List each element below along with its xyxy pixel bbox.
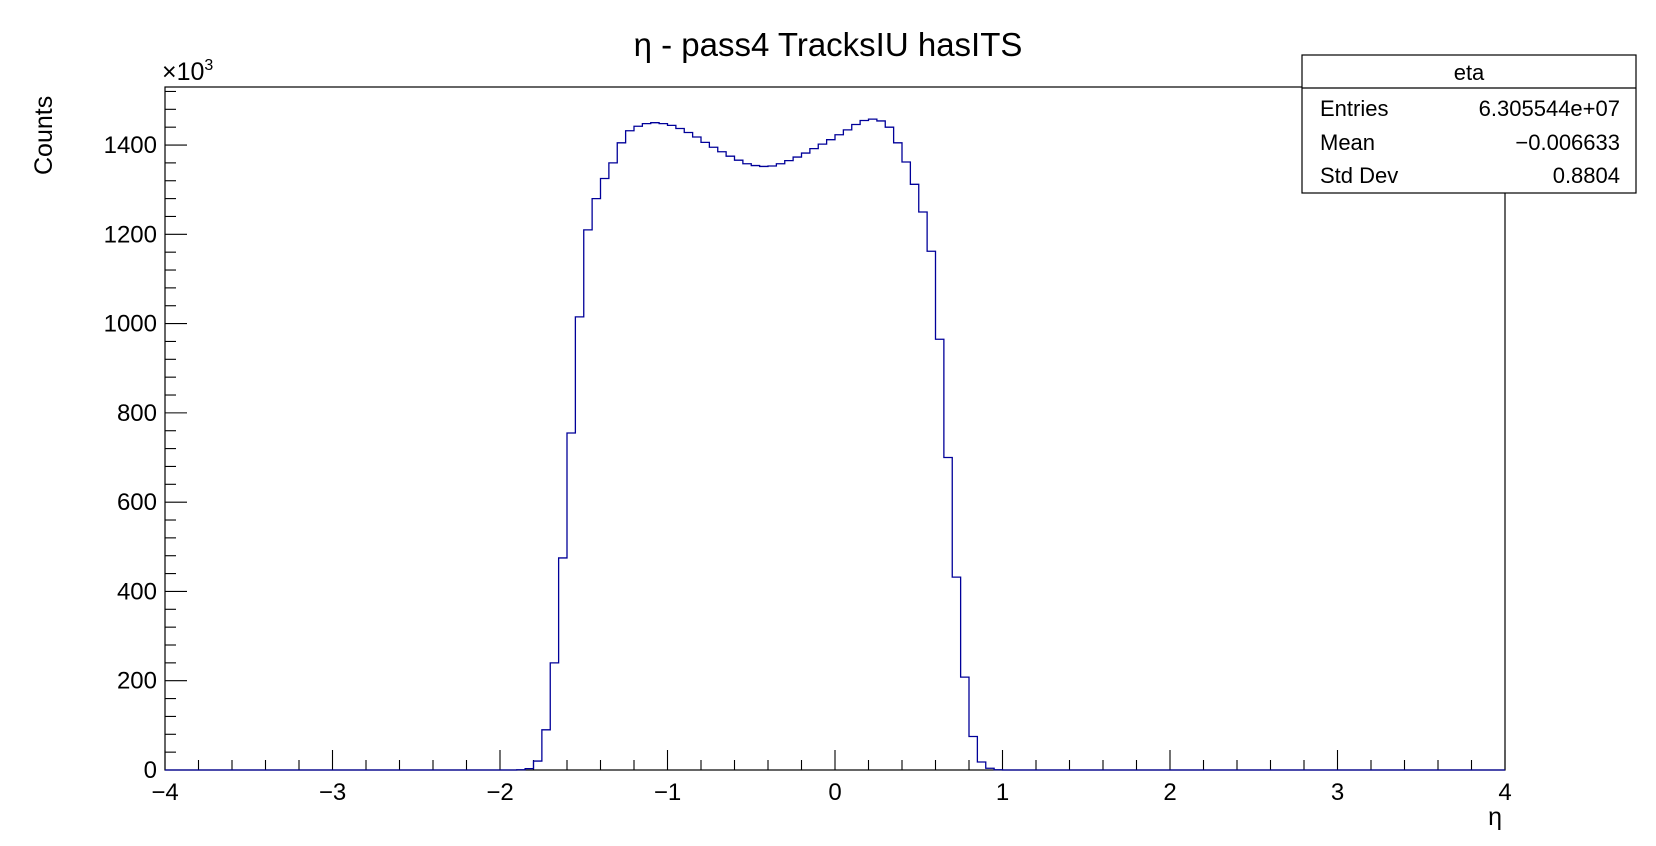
chart-title: η - pass4 TracksIU hasITS xyxy=(634,26,1023,63)
stats-entries-label: Entries xyxy=(1320,96,1388,121)
y-axis-title: Counts xyxy=(30,96,58,175)
y-tick-label: 200 xyxy=(117,668,157,695)
x-tick-label: 0 xyxy=(828,779,841,806)
x-tick-label: −2 xyxy=(486,779,513,806)
x-axis-ticks xyxy=(164,750,1506,770)
y-tick-label: 400 xyxy=(117,578,157,605)
histogram-series-line xyxy=(165,118,1505,771)
x-tick-label: 2 xyxy=(1163,779,1176,806)
stats-box: eta Entries 6.305544e+07 Mean −0.006633 … xyxy=(1301,54,1637,194)
stats-entries-value: 6.305544e+07 xyxy=(1479,96,1620,121)
stats-mean-label: Mean xyxy=(1320,130,1375,155)
y-tick-label: 600 xyxy=(117,489,157,516)
x-tick-label: −3 xyxy=(319,779,346,806)
y-tick-label: 1400 xyxy=(104,132,157,159)
y-axis-tick-labels: 0 200 400 600 800 1000 1200 1400 xyxy=(104,132,157,784)
x-tick-label: 1 xyxy=(996,779,1009,806)
x-tick-label: −1 xyxy=(654,779,681,806)
y-axis-multiplier: ×103 xyxy=(162,57,213,86)
y-tick-label: 1200 xyxy=(104,221,157,248)
stats-box-title: eta xyxy=(1454,60,1485,85)
stats-mean-value: −0.006633 xyxy=(1515,130,1620,155)
y-tick-label: 800 xyxy=(117,400,157,427)
y-tick-label: 0 xyxy=(144,757,157,784)
stats-stddev-value: 0.8804 xyxy=(1553,163,1620,188)
x-axis-tick-labels: −4 −3 −2 −1 0 1 2 3 4 xyxy=(151,779,1511,806)
x-axis-title: η xyxy=(1488,803,1502,831)
stats-box-frame xyxy=(1301,54,1637,194)
y-tick-label: 1000 xyxy=(104,311,157,338)
x-tick-label: −4 xyxy=(151,779,178,806)
y-axis-ticks xyxy=(165,90,187,771)
x-tick-label: 3 xyxy=(1331,779,1344,806)
x-tick-label: 4 xyxy=(1498,779,1511,806)
stats-stddev-label: Std Dev xyxy=(1320,163,1398,188)
